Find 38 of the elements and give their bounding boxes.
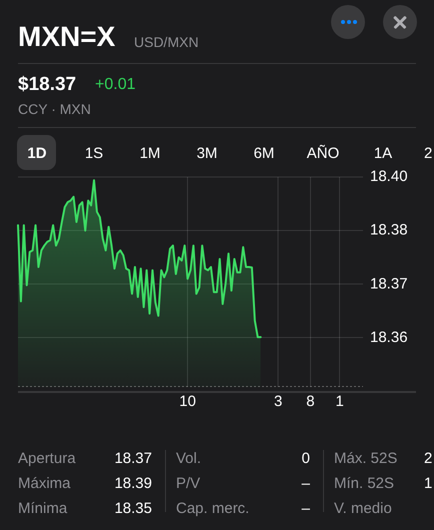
text: 0 xyxy=(302,450,310,467)
text: 3M xyxy=(196,144,218,162)
chart-subtitle: USD/MXN xyxy=(134,34,199,50)
text: Mín. 52S xyxy=(334,475,394,492)
text: Cap. merc. xyxy=(176,500,250,516)
text: 1M xyxy=(140,144,160,162)
text: $18.37 xyxy=(18,74,76,94)
text: Máx. 52S xyxy=(334,450,398,467)
text: CCY · MXN xyxy=(18,101,91,117)
text: 18.37 xyxy=(114,450,152,467)
text: 1 xyxy=(424,475,432,492)
text: – xyxy=(302,475,310,492)
text: 6M xyxy=(254,144,274,162)
text: 1A xyxy=(374,144,392,162)
x-tick-label: 10 xyxy=(179,393,196,410)
text: AÑO xyxy=(306,144,340,162)
text: Máxima xyxy=(18,475,71,492)
y-tick-label: 18.40 xyxy=(370,168,408,186)
text: 18.35 xyxy=(114,500,152,516)
x-tick-label: 3 xyxy=(274,393,282,410)
text: V. medio xyxy=(334,500,392,516)
text: Mínima xyxy=(18,500,68,516)
text: 18.39 xyxy=(114,475,152,492)
x-tick-label: 8 xyxy=(306,393,315,410)
x-tick-label: 1 xyxy=(335,393,344,410)
text: 2 xyxy=(424,450,432,467)
y-tick-label: 18.36 xyxy=(370,328,408,346)
text: Apertura xyxy=(18,450,76,467)
text: – xyxy=(302,500,310,516)
chart-title: MXN=X xyxy=(18,21,116,52)
text: P/V xyxy=(176,475,200,492)
text: 2 xyxy=(424,144,432,162)
text: 1S xyxy=(84,144,104,162)
y-tick-label: 18.38 xyxy=(370,222,408,239)
y-tick-label: 18.37 xyxy=(370,275,408,292)
text: 1D xyxy=(27,144,47,162)
text: +0.01 xyxy=(95,76,136,93)
text: Vol. xyxy=(176,450,202,467)
